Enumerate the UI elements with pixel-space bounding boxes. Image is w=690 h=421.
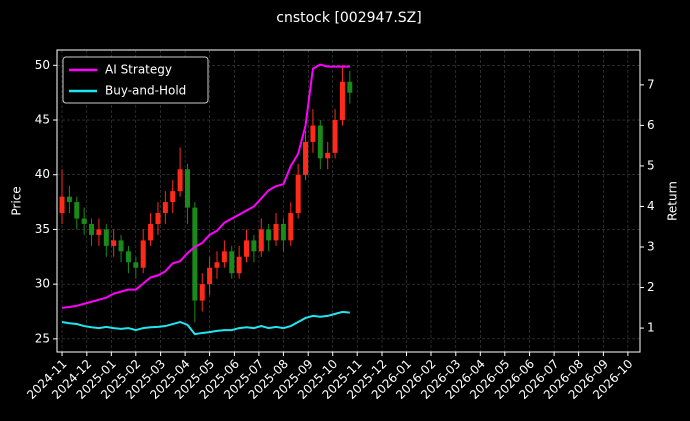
candle-body (310, 125, 316, 142)
series-line (61, 310, 350, 336)
candle-body (258, 229, 264, 252)
y2-tick-label: 7 (647, 77, 655, 91)
candle-body (332, 120, 338, 153)
y-tick-label: 40 (35, 167, 50, 181)
candle-body (133, 262, 139, 268)
y-tick-label: 50 (35, 58, 50, 72)
candle-body (339, 81, 345, 121)
candle-body (155, 213, 161, 224)
candle-body (288, 213, 294, 241)
legend-box (62, 56, 209, 104)
candle-body (170, 191, 176, 203)
y-tick-label: 25 (35, 331, 50, 345)
y2-axis-label: Return (666, 181, 680, 221)
y-axis-label: Price (10, 186, 24, 215)
candle-body (140, 240, 146, 268)
candle-body (303, 141, 309, 175)
candle-body (59, 196, 65, 214)
candle-body (148, 223, 154, 241)
candle-body (273, 223, 279, 241)
candle-body (177, 169, 183, 192)
candle-body (347, 81, 353, 93)
candle-body (111, 240, 117, 246)
y2-tick-label: 3 (647, 240, 655, 254)
candle-body (295, 174, 301, 214)
candle-body (162, 202, 168, 214)
candle-body (81, 218, 87, 224)
candle-body (125, 251, 131, 263)
candle-body (280, 223, 286, 241)
candle-body (236, 256, 242, 274)
y2-tick-label: 5 (647, 158, 655, 172)
candle-body (325, 152, 331, 159)
candle-body (199, 284, 205, 301)
candle-body (207, 267, 213, 285)
candle-body (229, 251, 235, 274)
series-line (61, 63, 350, 309)
legend-label: Buy-and-Hold (105, 84, 186, 98)
candle-body (74, 202, 80, 219)
candle-body (214, 262, 220, 268)
candle-body (103, 229, 109, 246)
plot-frame (56, 49, 641, 353)
y-tick-label: 45 (35, 113, 50, 127)
y2-tick-label: 1 (647, 321, 655, 335)
candle-body (96, 229, 102, 235)
chart-title: cnstock [002947.SZ] (276, 10, 421, 26)
candle-body (221, 251, 227, 263)
legend-label: AI Strategy (105, 63, 172, 77)
candle-body (66, 196, 72, 203)
y2-tick-label: 4 (647, 199, 655, 213)
y-tick-label: 35 (35, 222, 50, 236)
candle-body (266, 229, 272, 241)
y2-tick-label: 2 (647, 280, 655, 294)
candle-body (317, 125, 323, 159)
y-tick-label: 30 (35, 277, 50, 291)
y2-tick-label: 6 (647, 118, 655, 132)
candle-body (251, 240, 257, 252)
candle-body (244, 240, 250, 257)
candle-body (184, 169, 190, 208)
candle-body (89, 223, 95, 235)
legend: AI Strategy Buy-and-Hold (62, 56, 209, 104)
candle-body (192, 207, 198, 301)
candle-body (118, 240, 124, 252)
